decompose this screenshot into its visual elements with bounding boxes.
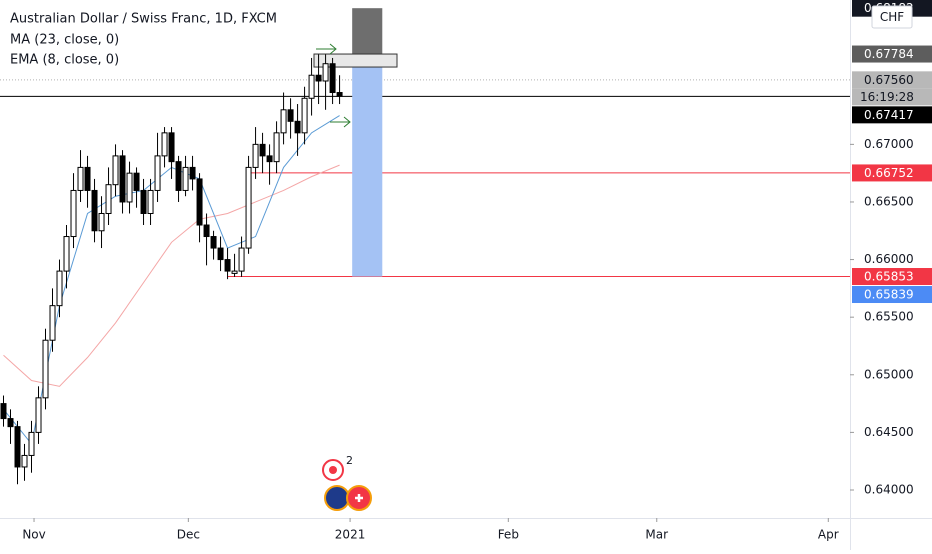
stop-zone — [352, 8, 383, 55]
chart-title: Australian Dollar / Swiss Franc, 1D, FXC… — [10, 12, 277, 27]
y-tick-label: 0.65500 — [864, 310, 914, 324]
x-tick-label: Dec — [177, 528, 200, 542]
countdown-tag — [852, 88, 932, 106]
candle-body — [196, 178, 203, 226]
countdown-label: 16:19:28 — [860, 90, 914, 104]
plot-area — [0, 8, 850, 485]
candle-body — [252, 143, 259, 168]
candle-body — [140, 189, 147, 214]
candle-body — [119, 155, 126, 203]
candle-body — [7, 418, 14, 428]
price-tag — [852, 71, 932, 89]
currency-label[interactable]: CHF — [880, 10, 904, 24]
candle-body — [49, 305, 56, 341]
candle-body — [308, 74, 315, 99]
flag-icon[interactable] — [324, 485, 350, 511]
y-tick-label: 0.64500 — [864, 425, 914, 439]
candle-body — [168, 132, 175, 163]
x-tick-label: Feb — [498, 528, 519, 542]
candle-body — [14, 426, 21, 468]
candle-body — [245, 166, 252, 249]
indicator-label: EMA (8, close, 0) — [10, 53, 119, 68]
candle-body — [336, 92, 343, 97]
candle-body — [231, 270, 238, 274]
candle-body — [203, 224, 210, 238]
x-tick-label: 2021 — [335, 528, 366, 542]
candle-body — [238, 247, 245, 272]
x-tick-label: Apr — [818, 528, 839, 542]
indicator-line — [3, 164, 340, 387]
target-zone — [352, 54, 383, 277]
candle-body — [105, 184, 112, 214]
candle-body — [133, 172, 140, 191]
candle-body — [182, 166, 189, 191]
price-tag-label: 0.67560 — [864, 73, 914, 87]
candle-body — [266, 155, 273, 163]
arrow — [316, 43, 337, 55]
price-tag-label: 0.66752 — [864, 166, 914, 180]
candle-body — [154, 155, 161, 191]
candle-body — [189, 166, 196, 180]
price-tag — [852, 45, 932, 63]
y-tick-label: 0.66000 — [864, 252, 914, 266]
candle-body — [126, 172, 133, 203]
price-tag-label: 0.67784 — [864, 47, 914, 61]
candle-body — [329, 63, 336, 94]
candle-body — [77, 166, 84, 191]
y-tick-label: 0.65000 — [864, 367, 914, 381]
y-tick-label: 0.66500 — [864, 194, 914, 208]
candle-body — [91, 189, 98, 232]
candle-body — [175, 161, 182, 191]
candle-body — [112, 155, 119, 186]
arrow — [330, 116, 351, 128]
candle-body — [217, 247, 224, 261]
price-tag — [852, 164, 932, 182]
currency-box[interactable] — [871, 5, 913, 29]
candle-body — [21, 454, 28, 468]
candle-body — [273, 132, 280, 163]
candle-body — [35, 397, 42, 433]
candle-body — [70, 189, 77, 238]
candle-body — [84, 166, 91, 191]
price-tag-label: 0.65853 — [864, 270, 914, 284]
price-tag-label: 0.67417 — [864, 108, 914, 122]
price-tag — [852, 106, 932, 124]
price-tag — [852, 286, 932, 304]
candle-body — [98, 212, 105, 232]
candle-body — [280, 109, 287, 134]
price-tag-label: 0.65839 — [864, 288, 914, 302]
candle-body — [294, 120, 301, 134]
candle-body — [56, 270, 63, 307]
y-tick-label: 0.67000 — [864, 137, 914, 151]
candle-body — [301, 97, 308, 134]
x-tick-label: Mar — [645, 528, 668, 542]
candle-body — [28, 431, 35, 456]
candle-body — [210, 236, 217, 249]
events-count: 2 — [346, 454, 353, 467]
candle-body — [42, 339, 49, 399]
candle-body — [322, 63, 329, 82]
candle-body — [287, 109, 294, 122]
events-icons[interactable] — [322, 459, 372, 511]
candle-body — [63, 236, 70, 272]
swiss-cross — [355, 494, 363, 502]
candle-body — [161, 132, 168, 157]
candle-body — [0, 403, 7, 420]
event-icon-dot — [329, 466, 337, 474]
y-tick-label: 0.64000 — [864, 483, 914, 497]
candle-body — [315, 74, 322, 82]
indicator-label: MA (23, close, 0) — [10, 33, 119, 48]
price-tag — [852, 268, 932, 286]
candle-body — [224, 259, 231, 272]
x-tick-label: Nov — [22, 528, 45, 542]
candle-body — [259, 143, 266, 157]
candle-body — [147, 189, 154, 214]
